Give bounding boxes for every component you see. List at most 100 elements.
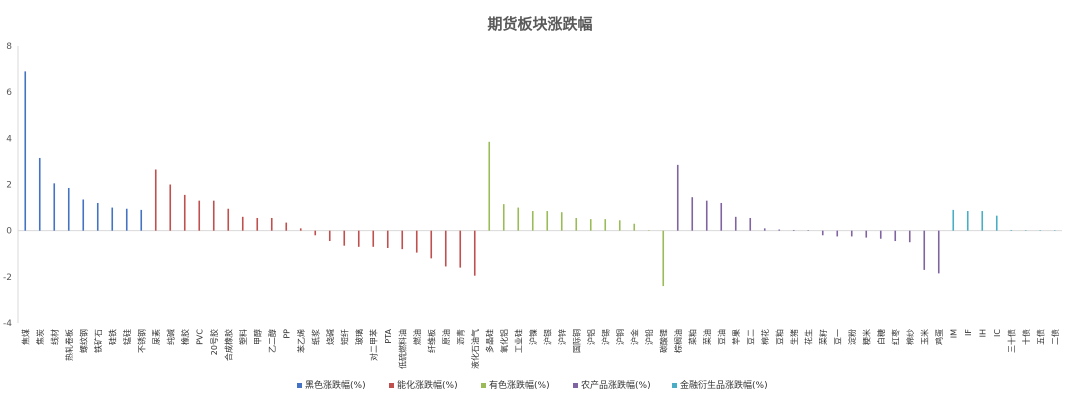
- bar: [386, 230, 389, 248]
- bar: [676, 164, 679, 231]
- x-tick-label: 乙二醇: [267, 329, 277, 353]
- x-tick-label: 烧碱: [325, 329, 335, 345]
- bar: [38, 157, 41, 231]
- x-tick-label: 花生: [803, 329, 813, 345]
- x-tick-label: IF: [964, 329, 973, 336]
- x-axis-labels: 焦煤 焦炭 线材 热轧卷板 螺纹钢 铁矿石 硅铁 锰硅 不锈钢 尿素 纯碱 橡胶 PVC 20号胶 合成橡胶…: [20, 328, 1060, 369]
- bar: [212, 200, 215, 231]
- bar: [560, 212, 563, 231]
- bars: [24, 71, 1056, 287]
- bar: [256, 217, 259, 231]
- bar: [966, 211, 969, 231]
- bar: [792, 229, 795, 231]
- bar: [82, 199, 85, 231]
- x-tick-label: 沪金: [629, 329, 639, 345]
- x-tick-label: 甲醇: [252, 329, 262, 345]
- bar: [169, 184, 172, 231]
- bar: [459, 230, 462, 268]
- legend-swatch: [481, 383, 486, 388]
- bar: [821, 230, 824, 236]
- bar: [343, 230, 346, 246]
- bar: [778, 229, 781, 231]
- y-tick-label: -2: [3, 273, 12, 283]
- x-tick-label: 红枣: [890, 329, 900, 345]
- x-tick-label: 焦炭: [35, 329, 45, 345]
- y-tick-label: 6: [6, 88, 12, 98]
- y-tick-label: 2: [6, 181, 12, 191]
- bar: [836, 230, 839, 237]
- x-tick-label: 菜粕: [687, 329, 697, 345]
- x-tick-label: 豆一: [833, 329, 842, 345]
- bar: [691, 197, 694, 231]
- x-tick-label: 棉纱: [905, 329, 915, 345]
- x-tick-label: 短纤: [339, 329, 349, 345]
- bar: [473, 230, 476, 276]
- x-tick-label: 淀粉: [847, 329, 857, 345]
- x-tick-label: 棉花: [760, 329, 770, 345]
- bar: [908, 230, 911, 243]
- y-tick-label: 8: [6, 42, 12, 52]
- bar: [720, 202, 723, 231]
- y-tick-label: 4: [6, 134, 12, 144]
- x-tick-label: 塑料: [238, 329, 248, 345]
- x-tick-label: 五债: [1035, 329, 1045, 345]
- legend: 黑色涨跌幅(%) 能化涨跌幅(%) 有色涨跌幅(%) 农产品涨跌幅(%) 金融衍生品涨跌…: [297, 379, 768, 391]
- legend-swatch: [573, 383, 578, 388]
- x-tick-label: 生猪: [789, 329, 799, 345]
- bar: [952, 209, 955, 231]
- bar: [444, 230, 447, 267]
- bar: [734, 216, 737, 231]
- x-tick-label: 苯乙烯: [296, 329, 306, 353]
- legend-swatch: [672, 383, 677, 388]
- bar: [604, 219, 607, 231]
- x-tick-label: 硅铁: [107, 329, 117, 345]
- bar: [807, 230, 810, 231]
- bar: [763, 228, 766, 231]
- bar: [314, 230, 317, 236]
- chart-title: 期货板块涨跌幅: [487, 15, 592, 33]
- y-axis: 8 6 4 2 0 -2 -4: [3, 42, 1062, 329]
- x-tick-label: 菜油: [702, 329, 712, 345]
- legend-label: 金融衍生品涨跌幅(%): [680, 379, 768, 391]
- legend-swatch: [297, 383, 302, 388]
- x-tick-label: 氧化铝: [499, 329, 509, 353]
- x-tick-label: 三十债: [1006, 329, 1016, 353]
- x-tick-label: 沪铜: [615, 329, 625, 345]
- x-tick-label: 合成橡胶: [223, 329, 233, 361]
- bar: [67, 187, 70, 231]
- bar: [125, 208, 128, 231]
- bar: [415, 230, 418, 253]
- x-tick-label: 玉米: [919, 329, 929, 345]
- bar: [401, 230, 404, 250]
- x-tick-label: 工业硅: [513, 329, 523, 353]
- x-tick-label: 热轧卷板: [64, 329, 74, 361]
- x-tick-label: 铁矿石: [93, 329, 103, 353]
- legend-label: 有色涨跌幅(%): [489, 379, 550, 391]
- x-tick-label: 沪镍: [528, 329, 538, 345]
- bar: [328, 230, 331, 242]
- x-tick-label: 十债: [1021, 329, 1031, 345]
- bar: [270, 217, 273, 231]
- bar: [995, 215, 998, 231]
- x-tick-label: 螺纹钢: [78, 329, 88, 353]
- x-tick-label: 豆粕: [774, 329, 784, 345]
- x-tick-label: IH: [978, 329, 987, 337]
- x-tick-label: 液化石油气: [470, 329, 480, 369]
- x-tick-label: 纸浆: [310, 329, 320, 345]
- x-tick-label: 白糖: [876, 329, 886, 345]
- bar: [488, 141, 491, 231]
- bar: [546, 211, 549, 231]
- bar: [53, 183, 56, 231]
- x-tick-label: 不锈钢: [136, 329, 146, 353]
- bar: [1010, 229, 1013, 231]
- bar: [111, 207, 114, 231]
- bar: [241, 216, 244, 231]
- bar: [531, 211, 534, 231]
- x-tick-label: 粳米: [861, 329, 871, 345]
- x-tick-label: IM: [949, 329, 958, 338]
- bar: [96, 202, 99, 231]
- x-tick-label: PP: [282, 329, 291, 339]
- x-tick-label: 国际铜: [571, 329, 581, 353]
